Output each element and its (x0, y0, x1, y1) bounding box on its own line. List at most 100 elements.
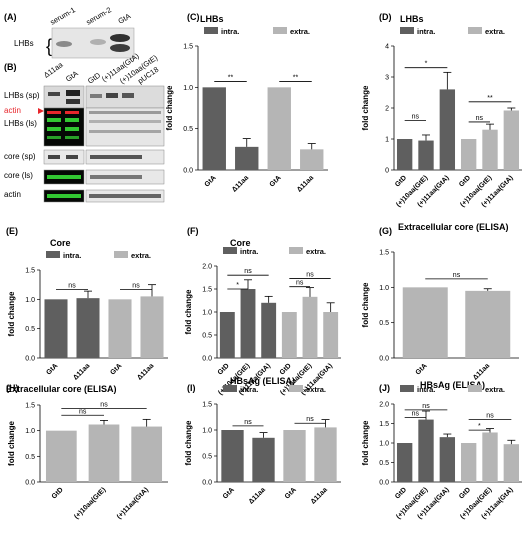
y-axis-label: fold change (184, 289, 193, 334)
bar (131, 426, 163, 482)
legend-swatch (400, 385, 414, 392)
legend-swatch (468, 385, 482, 392)
blot-b-lane-1: Δ11aa (42, 60, 65, 80)
chart-title: HBsAg (ELISA) (230, 376, 295, 386)
blot-b-row-core-sp: core (sp) (4, 152, 36, 161)
blot-b-row-lhbs-sp: LHBs (sp) (4, 91, 40, 100)
blot-b-lhbs-ls-right (85, 107, 165, 147)
chart-panel: (C) LHBs 0.0 0.5 1.0 1.5 fold change GtA Δ11aa Gt… (165, 12, 328, 194)
y-tick-label: 0.5 (25, 454, 35, 461)
bar (460, 139, 477, 170)
chart-panel: (E) Core 0.0 0.5 1.0 1.5 fold change GtA Δ11aa Gt… (6, 226, 168, 382)
panel-label: (F) (187, 226, 199, 236)
legend-label: intra. (63, 251, 81, 260)
blot-b-row-actin: actin (4, 190, 21, 199)
chart-title: Extracellular core (ELISA) (398, 222, 509, 232)
y-axis-label: fold change (7, 291, 16, 336)
y-tick-label: 2.0 (202, 264, 212, 271)
legend-swatch (204, 27, 218, 34)
y-tick-label: 2 (385, 106, 389, 113)
blot-b-band (122, 93, 134, 98)
bar (482, 432, 498, 482)
legend-swatch (289, 247, 303, 254)
y-tick-label: 1.0 (202, 428, 212, 435)
blot-b-lane-2: GtA (64, 69, 80, 84)
significance-label: ** (293, 75, 299, 82)
y-tick-label: 0.5 (202, 454, 212, 461)
blot-b-band (47, 127, 61, 131)
blot-b-band (65, 118, 79, 122)
significance-label: ns (296, 280, 304, 287)
blot-b-band (65, 111, 79, 114)
x-tick-label: GtD (279, 362, 293, 376)
significance-label: ns (244, 419, 252, 426)
blot-b-band (89, 130, 161, 133)
chart-panel: (I) HBsAg (ELISA) 0.0 0.5 1.0 1.5 fold change G… (184, 376, 341, 506)
y-axis-label: fold change (7, 421, 16, 466)
bar (402, 287, 448, 358)
chart-title: LHBs (200, 14, 224, 24)
significance-label: ns (486, 413, 494, 420)
bar (439, 89, 456, 170)
blot-a-lane-1: serum-1 (49, 5, 77, 27)
x-tick-label: GtA (284, 486, 298, 500)
x-tick-label: GtA (269, 174, 283, 188)
blot-b: (B) Δ11aa GtA GtD (+)11aa(GtA) (+)10aa(G… (4, 51, 165, 203)
legend-label: intra. (417, 385, 435, 394)
x-tick-label: Δ11aa (296, 174, 315, 193)
bar (300, 149, 324, 170)
x-tick-label: Δ11aa (472, 362, 491, 381)
blot-b-band (66, 99, 80, 104)
legend-swatch (289, 385, 303, 392)
significance-label: ns (306, 416, 314, 423)
y-tick-label: 1.5 (202, 402, 212, 409)
y-tick-label: 1.5 (25, 268, 35, 275)
blot-b-band (106, 93, 118, 98)
bar (323, 312, 339, 358)
bar (140, 296, 164, 358)
significance-label: ns (476, 115, 484, 122)
bar (108, 299, 132, 358)
legend-swatch (400, 27, 414, 34)
blot-a-band (110, 44, 130, 52)
bar (482, 129, 498, 170)
y-tick-label: 0.5 (25, 326, 35, 333)
bar (235, 146, 259, 170)
blot-a: (A) LHBs { serum-1 serum-2 GtA (4, 5, 135, 59)
blot-b-band (47, 175, 81, 179)
y-axis-label: fold change (361, 282, 370, 327)
chart-title: Extracellular core (ELISA) (6, 384, 117, 394)
x-tick-label: GtA (109, 362, 123, 376)
blot-b-band (47, 111, 61, 114)
y-tick-label: 1.0 (202, 310, 212, 317)
significance-label: ns (306, 271, 314, 278)
y-axis-label: fold change (361, 420, 370, 465)
blot-b-band (90, 94, 102, 98)
legend-label: extra. (485, 27, 505, 36)
y-tick-label: 1.5 (183, 44, 193, 51)
significance-label: ns (68, 282, 76, 289)
y-tick-label: 1.5 (202, 287, 212, 294)
significance-label: ** (228, 75, 234, 82)
panel-label: (H) (6, 383, 19, 393)
blot-b-lhbs-sp-left (43, 85, 85, 109)
y-tick-label: 0.0 (379, 356, 389, 363)
legend-swatch (46, 251, 60, 258)
x-tick-label: GtD (51, 486, 65, 500)
bar (219, 312, 235, 358)
bar (76, 298, 100, 358)
bar (45, 430, 77, 482)
bar (418, 419, 434, 482)
bar (302, 296, 318, 358)
y-tick-label: 0.0 (25, 356, 35, 363)
y-tick-label: 0 (385, 168, 389, 175)
y-tick-label: 0.0 (202, 356, 212, 363)
x-tick-label: GtD (394, 486, 408, 500)
chart-panel: (H)Extracellular core (ELISA) 0.0 0.5 1.0 1.… (6, 383, 168, 521)
y-tick-label: 1.0 (183, 85, 193, 92)
legend-swatch (468, 27, 482, 34)
brace-icon: { (46, 36, 52, 56)
y-tick-label: 3 (385, 75, 389, 82)
chart-panel: (J) HBsAg (ELISA) 0.0 0.5 1.0 1.5 2.0 fold chan… (361, 380, 522, 521)
x-tick-label: Δ11aa (136, 362, 155, 381)
